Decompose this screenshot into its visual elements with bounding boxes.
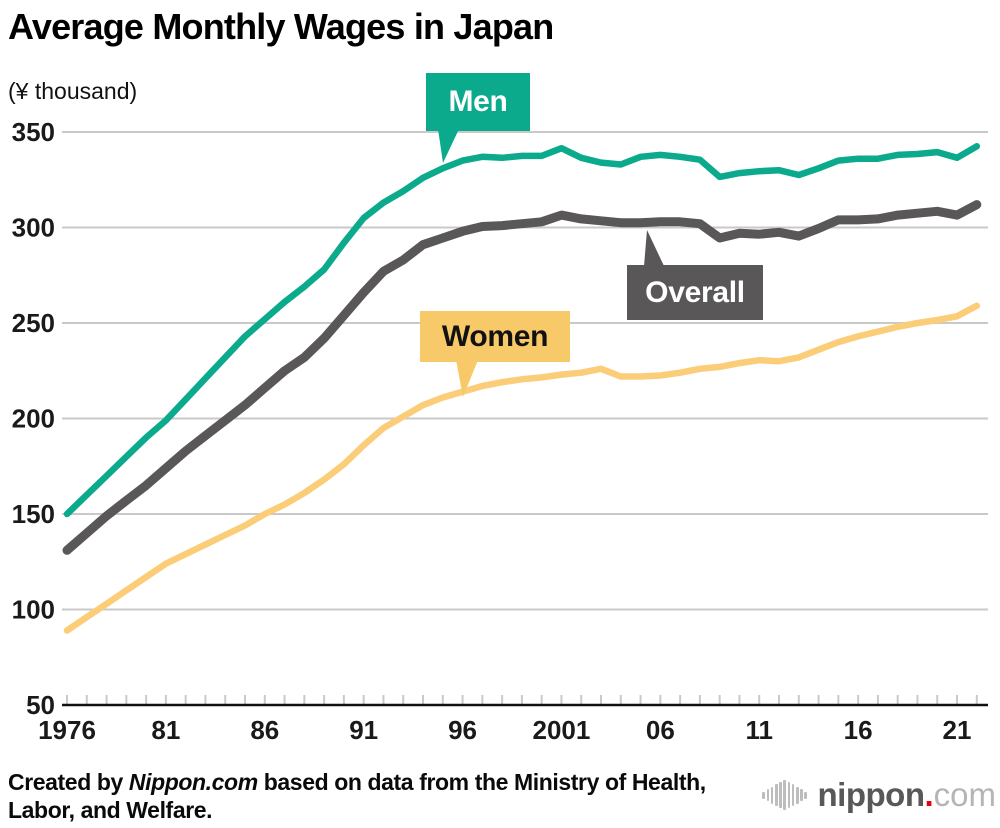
line-chart: 350 300 250 200 150 100 50 1976 81 86 91 96 2001 06 11… [12,117,988,745]
overall-callout-pointer [644,230,664,266]
logo-dot: . [924,776,934,813]
y-tick-labels: 350 300 250 200 150 100 50 [12,117,55,720]
series-line-overall [62,200,982,555]
footer: Created by Nippon.com based on data from… [0,760,1000,828]
svg-text:21: 21 [943,715,972,745]
series-label-overall: Overall [627,265,763,320]
svg-text:86: 86 [250,715,279,745]
series-label-men: Men [426,73,530,131]
series-label-overall-text: Overall [645,275,745,309]
unit-label: (¥ thousand) [8,78,138,104]
credit-line-1: Created by Nippon.com based on data from… [8,769,706,795]
x-tick-labels: 1976 81 86 91 96 2001 06 11 16 21 [38,715,971,745]
series-label-women-text: Women [441,319,549,353]
credit-nippon-italic: Nippon.com [128,769,258,795]
svg-text:350: 350 [12,117,55,147]
svg-text:2001: 2001 [533,715,591,745]
svg-text:50: 50 [26,690,55,720]
series-line-women [63,302,981,634]
chart-title: Average Monthly Wages in Japan [8,6,554,47]
women-callout-pointer [456,360,478,397]
gridlines [62,131,988,611]
svg-text:96: 96 [448,715,477,745]
svg-text:100: 100 [12,595,55,625]
svg-text:200: 200 [12,404,55,434]
svg-text:300: 300 [12,213,55,243]
men-callout-pointer [438,129,459,163]
series-line-men [63,143,981,518]
logo-text: nippon [817,776,925,813]
series-label-women: Women [420,311,570,362]
series-label-men-text: Men [448,85,508,118]
svg-text:1976: 1976 [38,715,96,745]
svg-text:91: 91 [349,715,378,745]
svg-text:06: 06 [646,715,675,745]
svg-text:250: 250 [12,308,55,338]
svg-text:11: 11 [745,715,773,745]
svg-text:150: 150 [12,499,55,529]
nippon-logo: nippon. com [762,776,996,814]
credit-text: Created by Nippon.com based on data from… [8,768,706,824]
logo-tld: com [933,776,996,813]
soundwave-icon [762,778,808,812]
x-tick-marks [66,695,978,704]
svg-text:16: 16 [844,715,873,745]
credit-line-2: Labor, and Welfare. [8,797,213,823]
svg-text:81: 81 [151,715,180,745]
